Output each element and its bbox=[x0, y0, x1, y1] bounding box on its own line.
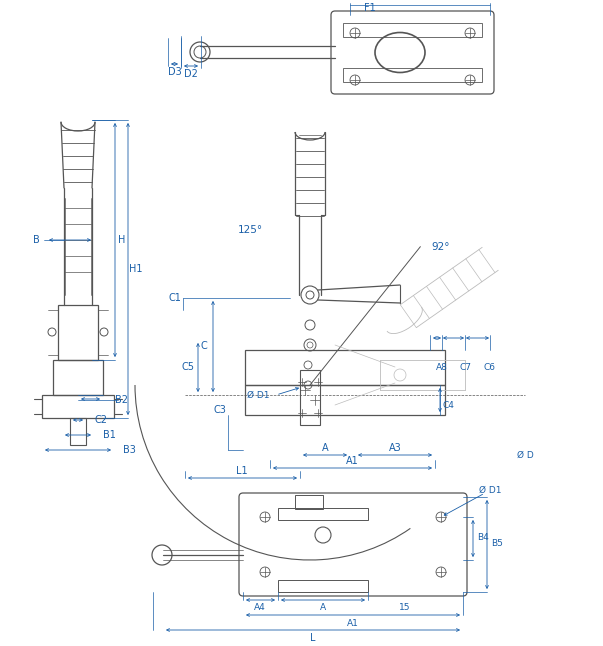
Text: H1: H1 bbox=[129, 264, 143, 274]
Text: B2: B2 bbox=[115, 395, 127, 405]
Text: D2: D2 bbox=[184, 69, 198, 79]
Text: A1: A1 bbox=[346, 456, 358, 466]
Text: C5: C5 bbox=[182, 362, 195, 372]
Bar bbox=[42, 395, 114, 418]
Text: C6: C6 bbox=[484, 364, 496, 373]
Text: A: A bbox=[321, 443, 328, 453]
Text: B3: B3 bbox=[122, 445, 136, 455]
Text: 92°: 92° bbox=[431, 242, 450, 252]
Bar bbox=[278, 508, 368, 520]
Text: H: H bbox=[118, 235, 125, 245]
Bar bbox=[343, 68, 482, 82]
Bar bbox=[300, 370, 320, 425]
Bar bbox=[70, 418, 86, 445]
Text: C7: C7 bbox=[459, 364, 471, 373]
Text: L: L bbox=[311, 633, 316, 643]
Text: 15: 15 bbox=[399, 603, 411, 612]
Text: C3: C3 bbox=[213, 405, 227, 415]
Bar bbox=[53, 360, 103, 395]
Text: A8: A8 bbox=[436, 364, 448, 373]
Text: A1: A1 bbox=[347, 618, 359, 627]
Text: A4: A4 bbox=[254, 603, 266, 612]
Text: C: C bbox=[201, 341, 207, 351]
Bar bbox=[278, 580, 368, 592]
Text: 125°: 125° bbox=[238, 225, 262, 235]
Text: C1: C1 bbox=[169, 293, 182, 303]
Text: C4: C4 bbox=[442, 401, 454, 410]
Bar bbox=[58, 305, 98, 360]
Text: L1: L1 bbox=[236, 466, 248, 476]
Text: Ø D1: Ø D1 bbox=[247, 390, 270, 399]
Text: A3: A3 bbox=[388, 443, 402, 453]
Bar bbox=[295, 495, 323, 509]
Text: C2: C2 bbox=[95, 415, 107, 425]
Text: Ø D: Ø D bbox=[517, 450, 534, 459]
Text: B1: B1 bbox=[103, 430, 115, 440]
Text: B: B bbox=[33, 235, 39, 245]
Text: B4: B4 bbox=[477, 534, 489, 543]
Bar bbox=[343, 23, 482, 37]
Text: B5: B5 bbox=[491, 539, 503, 548]
Text: F1: F1 bbox=[364, 3, 376, 13]
Bar bbox=[245, 385, 445, 415]
Bar bbox=[245, 350, 445, 385]
Text: Ø D1: Ø D1 bbox=[479, 486, 501, 494]
Text: A: A bbox=[320, 603, 326, 612]
Text: D3: D3 bbox=[168, 67, 182, 77]
